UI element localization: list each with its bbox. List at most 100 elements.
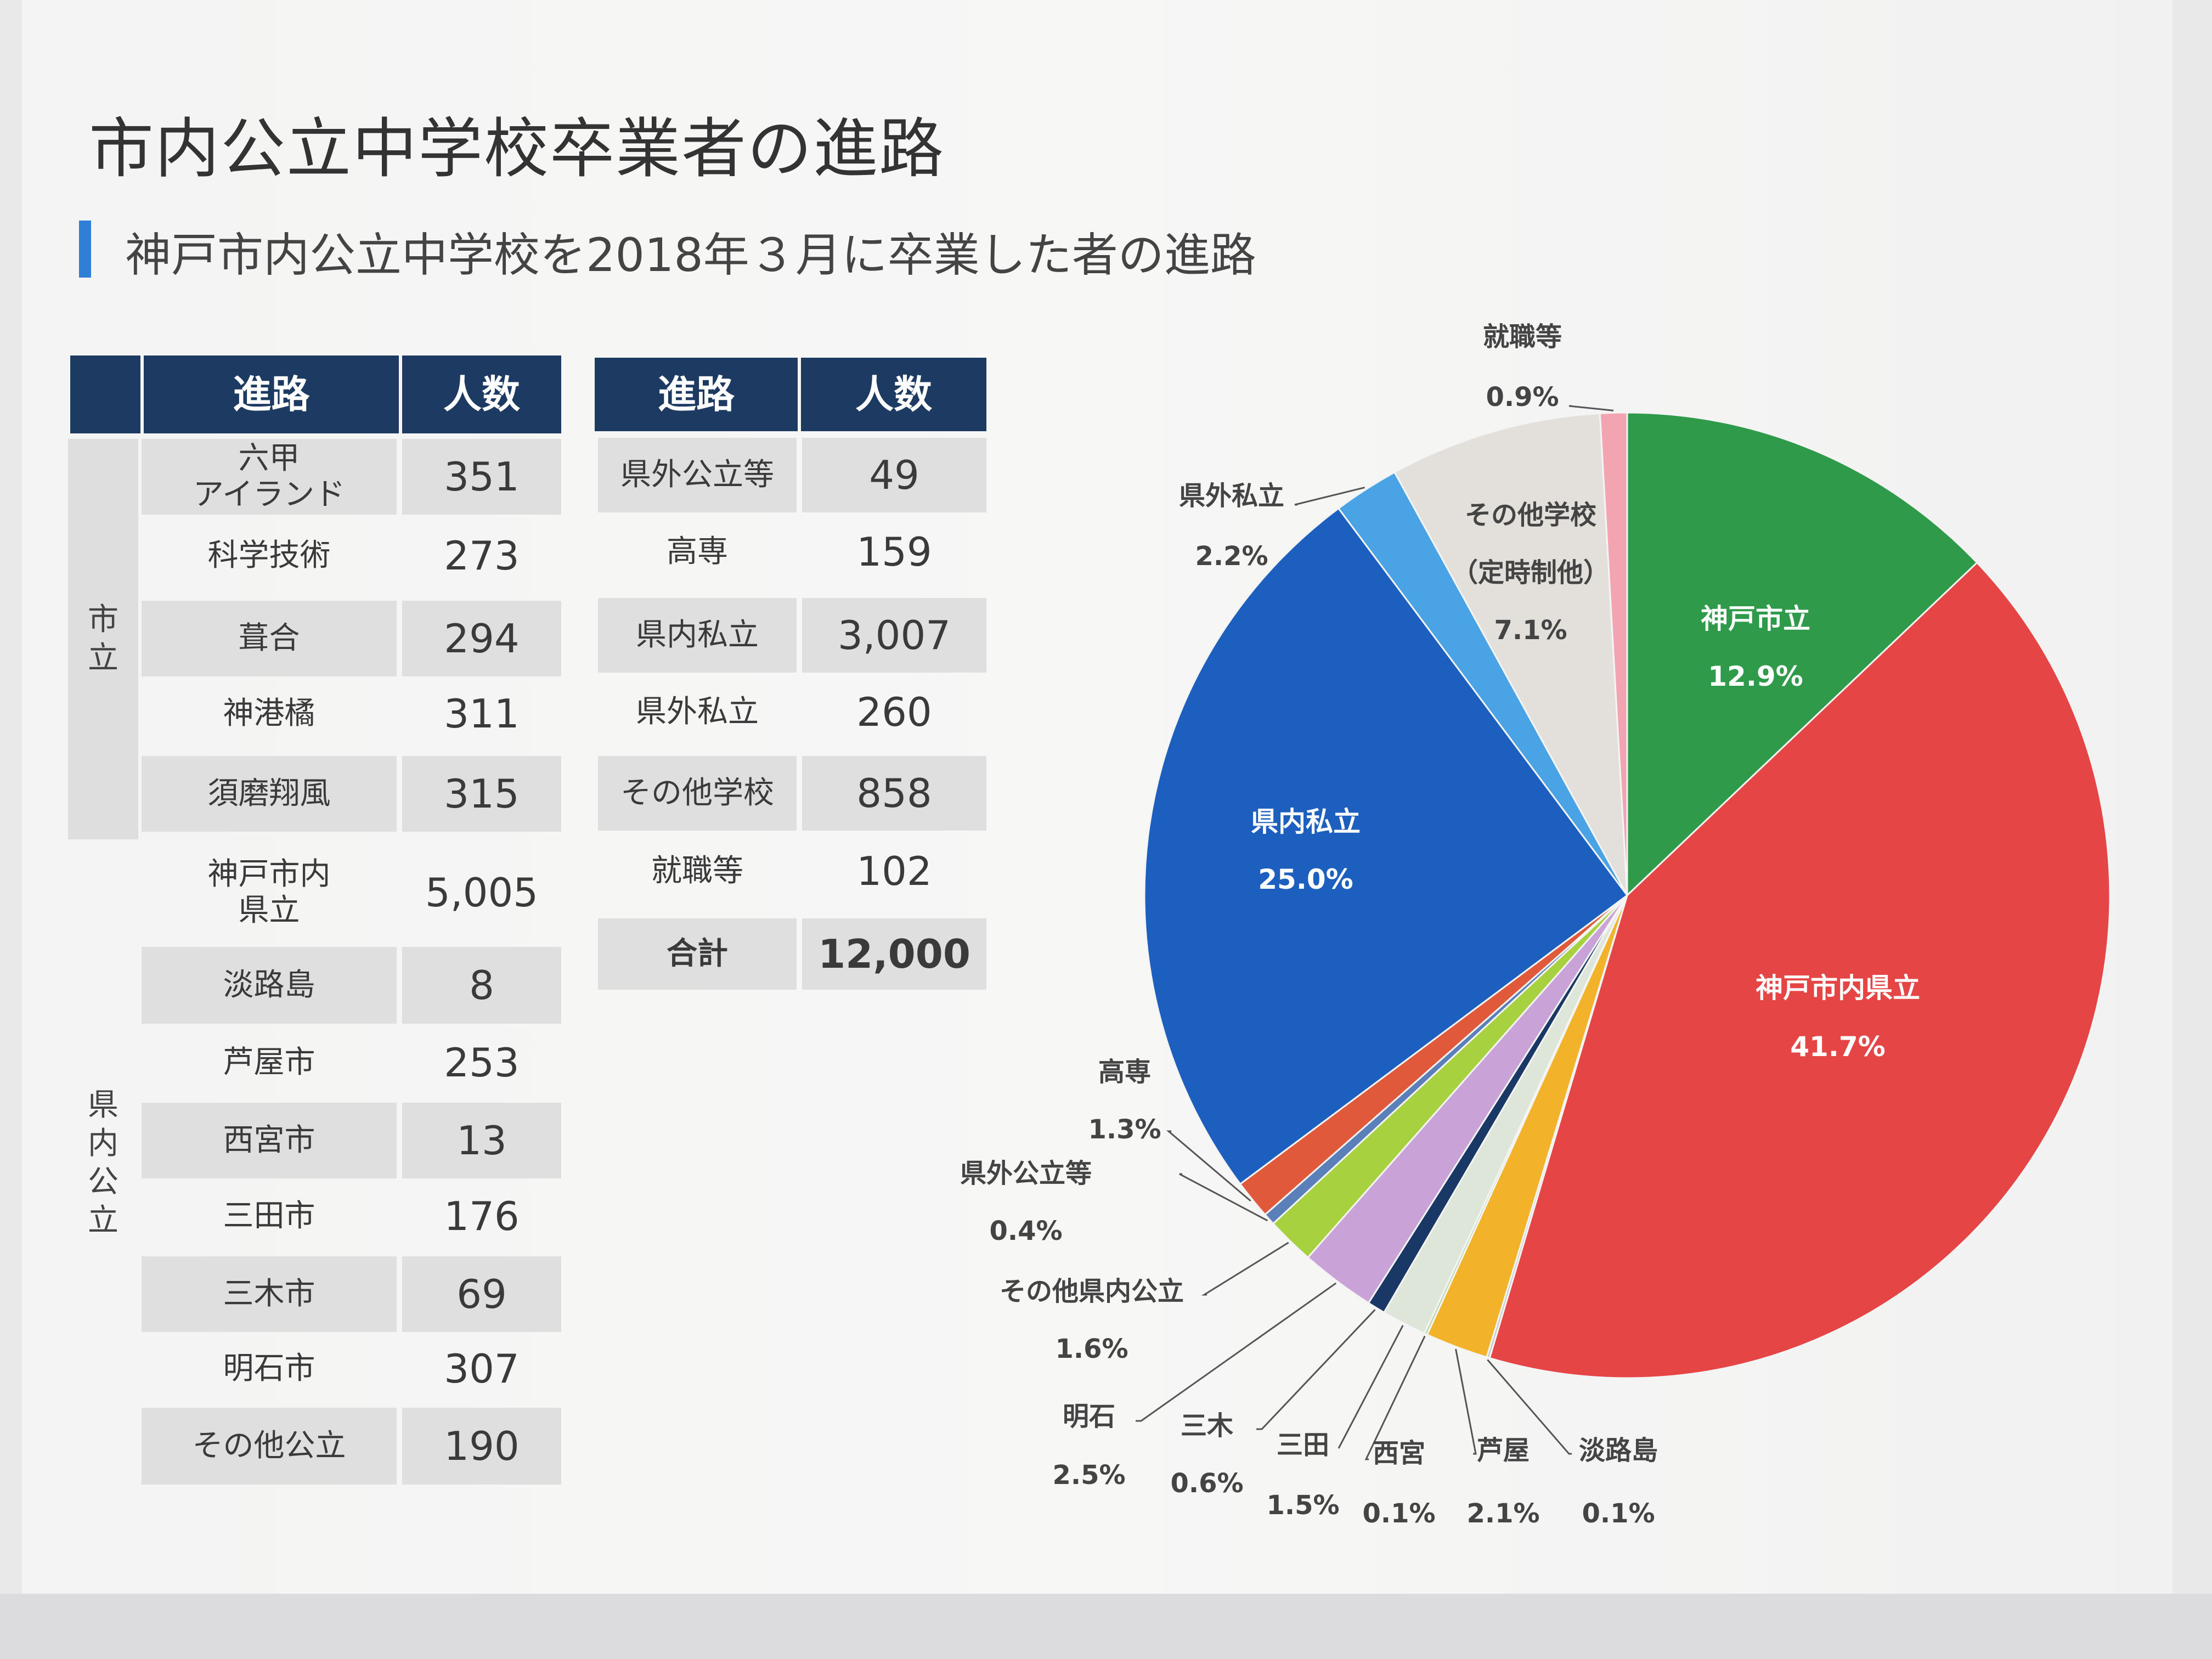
pie-label-pct: 1.3% [1088, 1114, 1161, 1145]
leader-line [1166, 1130, 1251, 1202]
pie-label-name: 明石 [1063, 1401, 1115, 1432]
subtitle-accent-bar [79, 221, 91, 278]
pie-label-pct: 2.2% [1195, 541, 1268, 572]
pie-label-pct: 0.9% [1486, 382, 1559, 413]
table-left-corner-header [70, 356, 140, 433]
pie-label-pct: 0.1% [1582, 1498, 1655, 1529]
leader-line [1294, 487, 1365, 506]
pie-label-pct: 0.1% [1362, 1498, 1435, 1529]
table-left-row-value: 307 [444, 1345, 520, 1392]
desk-surface [0, 1594, 2212, 1659]
pie-label-name: 神戸市内県立 [1756, 972, 1920, 1004]
table-left-row-name: 芦屋市 [223, 1044, 315, 1080]
pie-label-name: 高専 [1098, 1057, 1151, 1087]
table-left-row-value: 273 [444, 532, 520, 579]
pie-slice [1626, 411, 1978, 898]
table-left-row-value: 176 [444, 1193, 520, 1239]
table-right-row-value: 3,007 [802, 598, 986, 673]
pie-label-pct: 0.4% [989, 1216, 1062, 1246]
total-value: 12,000 [802, 918, 986, 990]
table-left-row-name: 須磨翔風 [142, 756, 397, 832]
page-subtitle: 神戸市内公立中学校を2018年３月に卒業した者の進路 [125, 228, 1256, 282]
group-label-prefecture: 県内公立 [68, 839, 138, 1487]
table-left-row-value: 294 [402, 601, 561, 676]
table-right-row-value: 49 [802, 438, 986, 512]
pie-label-name: その他学校 [1465, 500, 1596, 531]
table-left-row-value: 315 [402, 756, 561, 832]
table-left-row-name: 科学技術 [207, 537, 331, 573]
table-left-row-value: 5,005 [425, 869, 539, 916]
pie-label-name: 神戸市立 [1701, 603, 1810, 635]
pie-slices [1143, 411, 2111, 1379]
table-left-header-count: 人数 [402, 356, 561, 433]
pie-label-pct: 1.6% [1055, 1334, 1128, 1364]
leader-line [1201, 1242, 1289, 1296]
table-right-row-value: 102 [856, 848, 932, 894]
pie-label-name: 県内私立 [1251, 806, 1361, 838]
total-label: 合計 [598, 918, 797, 990]
pie-label-name: その他県内公立 [1000, 1276, 1184, 1307]
table-right-header-route: 進路 [595, 358, 798, 431]
table-left-row-name: 六甲 アイランド [142, 439, 397, 515]
pie-label-pct: 41.7% [1790, 1031, 1885, 1063]
table-right-row-value: 260 [856, 689, 932, 735]
table-left-row-name: 西宮市 [142, 1103, 397, 1178]
table-right-row-name: 県外私立 [636, 693, 759, 730]
table-left-row-name: 神戸市内 県立 [207, 856, 331, 928]
leader-line [1256, 1309, 1376, 1430]
leader-lines [1136, 405, 1614, 1460]
leader-line [1338, 1325, 1404, 1449]
table-left-row-value: 311 [444, 690, 520, 737]
table-left-row-name: 淡路島 [142, 947, 397, 1024]
table-left-row-value: 190 [402, 1408, 561, 1485]
pie-label-pct: 7.1% [1494, 615, 1567, 646]
leader-line [1568, 405, 1614, 411]
table-right-row-name: 県外公立等 [598, 438, 797, 512]
leader-line [1487, 1359, 1572, 1455]
table-left-row-value: 69 [402, 1256, 561, 1332]
leader-line [1455, 1348, 1477, 1455]
pie-label-pct: 0.6% [1170, 1468, 1243, 1499]
table-left-row-name: 三木市 [142, 1256, 397, 1332]
table-right-row-value: 858 [802, 756, 986, 831]
pie-labels: 神戸市立 12.9% 神戸市内県立 41.7% 淡路島 0.1% 芦屋 2.1% 西宮 0.1% 三… [960, 321, 1920, 1529]
table-left-row-name: 葺合 [142, 601, 397, 676]
pie-slice [1143, 507, 1629, 1186]
group-label-city: 市立 [68, 439, 138, 839]
table-right-row-value: 159 [856, 528, 932, 575]
table-right-row-name: 県内私立 [598, 598, 797, 673]
pie-label-pct: 25.0% [1258, 864, 1353, 895]
group-label-city-text: 市立 [88, 602, 119, 676]
pie-slice [1488, 561, 2111, 1379]
leader-line [1179, 1173, 1268, 1222]
pie-chart: 神戸市立 12.9% 神戸市内県立 41.7% 淡路島 0.1% 芦屋 2.1% 西宮 0.1% 三… [960, 321, 2111, 1529]
pie-label-name-line2: （定時制他） [1452, 557, 1610, 588]
pie-label-pct: 2.5% [1052, 1460, 1125, 1491]
table-right-row-name: その他学校 [598, 756, 797, 831]
table-right-row-name: 就職等 [651, 853, 743, 889]
pie-slice [1599, 411, 1628, 896]
table-left-row-value: 351 [402, 439, 561, 515]
table-left-header-route: 進路 [144, 356, 399, 433]
pie-label-pct: 1.5% [1266, 1490, 1339, 1521]
pie-label-name: 淡路島 [1579, 1435, 1658, 1466]
page-title: 市内公立中学校卒業者の進路 [89, 111, 945, 187]
table-left-row-value: 13 [402, 1103, 561, 1178]
pie-label-name: 県外公立等 [960, 1158, 1092, 1189]
pie-label-name: 県外私立 [1179, 481, 1284, 511]
leader-line [1136, 1282, 1337, 1422]
pie-label-name: 芦屋 [1477, 1435, 1530, 1466]
pie-slice [1393, 412, 1628, 896]
table-left-row-value: 8 [402, 947, 561, 1024]
table-left-row-name: その他公立 [142, 1408, 397, 1485]
table-left-row-name: 三田市 [223, 1198, 315, 1234]
table-left-row-name: 神港橘 [223, 695, 315, 731]
table-right-row-name: 高専 [667, 533, 728, 569]
leader-line [1364, 1335, 1426, 1460]
pie-label-pct: 12.9% [1708, 661, 1803, 692]
table-left-row-value: 253 [444, 1039, 520, 1086]
pie-label-name: 三田 [1277, 1430, 1329, 1460]
table-left-row-name: 明石市 [223, 1350, 315, 1386]
pie-label-name: 西宮 [1373, 1438, 1425, 1469]
table-right-header-count: 人数 [801, 358, 986, 431]
